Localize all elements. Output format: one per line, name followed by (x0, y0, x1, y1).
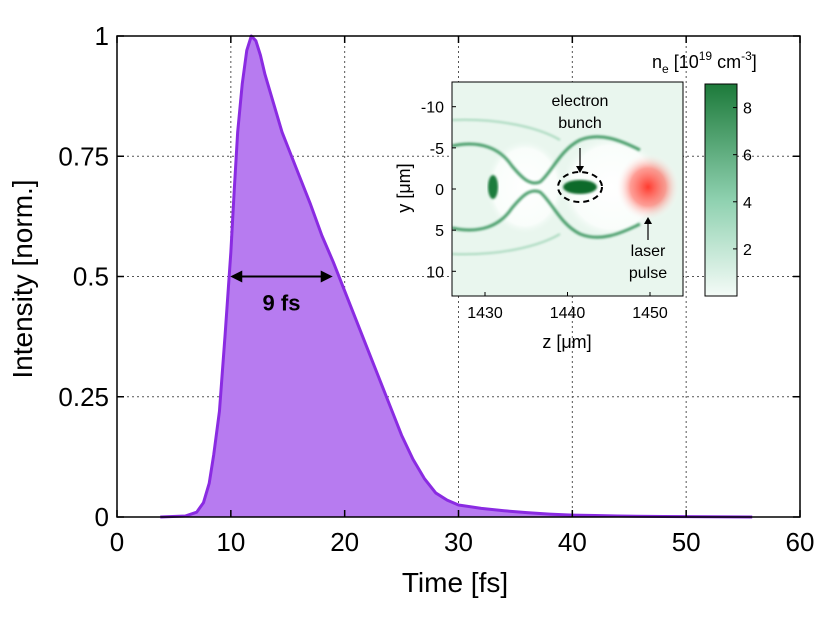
fwhm-arrowhead-left (230, 270, 243, 283)
laser-pulse-spot (616, 153, 680, 221)
x-tick-label-0: 0 (110, 527, 124, 557)
colorbar-title-main: [10 (669, 52, 699, 72)
y-tick-label-1: 0.25 (58, 382, 109, 412)
main-y-ticks: 0 0.25 0.5 0.75 1 (58, 21, 800, 532)
plasma-bubble-rear (485, 139, 565, 235)
colorbar-title-unit: cm (712, 52, 741, 72)
inset-y-tick-label-4: 10 (426, 264, 444, 281)
inset-y-tick-label-3: 5 (435, 223, 444, 240)
colorbar-title-prefix: n (652, 52, 662, 72)
x-tick-label-3: 30 (444, 527, 473, 557)
laser-pulse-label-1: laser (631, 243, 666, 260)
x-tick-label-1: 10 (216, 527, 245, 557)
x-tick-label-4: 40 (558, 527, 587, 557)
inset-x-ticks: 1430 1440 1450 (467, 292, 668, 322)
inset-density-map: electron bunch laser pulse 1430 1440 1450 … (394, 81, 684, 352)
inset-x-tick-label-0: 1430 (467, 305, 503, 322)
inset-y-tick-label-0: -10 (421, 100, 444, 117)
laser-pulse-label-2: pulse (629, 265, 667, 282)
bubble-wall-upper (452, 135, 641, 185)
colorbar: 2 4 6 8 ne [1019 cm-3] (652, 49, 757, 297)
y-tick-label-0: 0 (95, 502, 109, 532)
laser-pulse-arrowhead (644, 217, 652, 224)
main-series (160, 34, 753, 519)
fwhm-arrowhead-right (320, 270, 333, 283)
colorbar-gradient (704, 83, 738, 297)
inset-y-axis-label: y [μm] (394, 163, 414, 212)
inset-x-tick-label-2: 1450 (632, 305, 668, 322)
x-tick-label-2: 20 (330, 527, 359, 557)
electron-bunch-arrowhead (576, 166, 584, 173)
rear-density-spike (488, 175, 498, 199)
intensity-line (160, 34, 753, 519)
colorbar-title-unit-exp: -3 (741, 49, 752, 63)
bubble-wall-lower (452, 189, 641, 239)
inset-x-tick-label-1: 1440 (550, 305, 586, 322)
x-tick-label-6: 60 (786, 527, 815, 557)
main-y-axis-label: Intensity [norm.] (7, 179, 38, 378)
colorbar-title-close: ] (752, 52, 757, 72)
main-x-ticks: 0 10 20 30 40 50 60 (110, 36, 815, 557)
x-tick-label-5: 50 (672, 527, 701, 557)
colorbar-tick-label-0: 2 (743, 242, 752, 259)
electron-bunch-label-2: bunch (558, 115, 602, 132)
electron-bunch-label-1: electron (552, 93, 609, 110)
colorbar-ticks: 2 4 6 8 (733, 101, 752, 259)
y-tick-label-2: 0.5 (73, 262, 109, 292)
fwhm-annotation: 9 fs (230, 270, 333, 316)
inset-y-tick-label-1: -5 (430, 141, 444, 158)
colorbar-title-sub: e (662, 62, 669, 76)
colorbar-title: ne [1019 cm-3] (652, 49, 757, 76)
main-x-axis-label: Time [fs] (402, 567, 508, 598)
electron-bunch-marker (557, 171, 603, 203)
colorbar-title-exp: 19 (699, 49, 713, 63)
bubble-wall-lower-faint (452, 233, 561, 256)
colorbar-tick-label-1: 4 (743, 195, 752, 212)
fwhm-label: 9 fs (263, 291, 301, 316)
electron-bunch-blob (563, 180, 597, 194)
colorbar-tick-label-3: 8 (743, 101, 752, 118)
inset-y-ticks: -10 -5 0 5 10 (421, 100, 456, 281)
colorbar-tick-label-2: 6 (743, 148, 752, 165)
intensity-area-fill (160, 36, 753, 517)
y-tick-label-4: 1 (95, 21, 109, 51)
inset-x-axis-label: z [μm] (542, 332, 591, 352)
bubble-wall-upper-faint (452, 118, 561, 141)
y-tick-label-3: 0.75 (58, 141, 109, 171)
inset-y-tick-label-2: 0 (435, 182, 444, 199)
